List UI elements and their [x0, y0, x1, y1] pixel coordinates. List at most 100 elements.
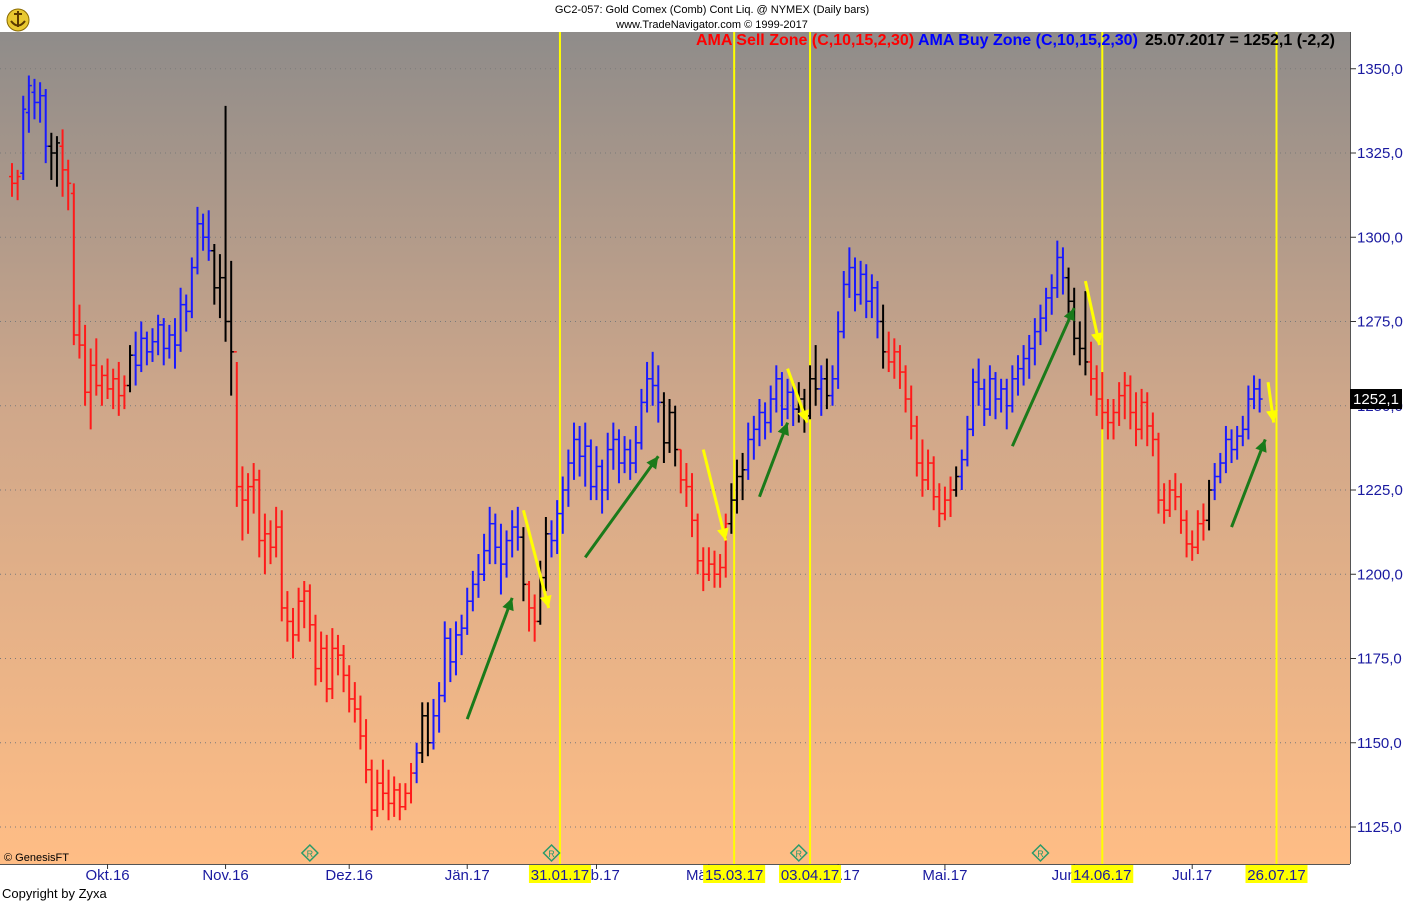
price-bar	[1037, 304, 1044, 346]
price-bar	[970, 368, 977, 437]
price-bar	[396, 783, 403, 821]
price-bar	[919, 439, 926, 497]
price-bar	[177, 287, 184, 352]
price-bar	[413, 742, 420, 784]
price-bar	[1116, 382, 1123, 426]
price-bar	[548, 520, 555, 558]
x-tick-label: Jul.17	[1172, 867, 1212, 884]
price-bar	[318, 631, 325, 683]
price-bar	[464, 587, 471, 635]
price-bar	[683, 463, 690, 507]
price-bar	[503, 530, 510, 578]
rollover-diamond-icon: R	[300, 843, 319, 863]
price-bar	[818, 365, 825, 416]
price-bar	[31, 78, 38, 120]
price-bar	[48, 132, 55, 180]
price-bar	[267, 520, 274, 565]
price-bar	[379, 759, 386, 811]
trend-arrow	[701, 449, 729, 541]
price-bar	[1200, 503, 1207, 541]
price-bar	[87, 348, 94, 430]
price-bar	[323, 634, 330, 703]
price-bar	[1211, 463, 1218, 501]
svg-text:R: R	[796, 849, 803, 859]
price-bar	[419, 702, 426, 763]
price-bar	[666, 399, 673, 453]
price-bar	[14, 169, 21, 201]
price-bar	[571, 422, 577, 480]
price-bar	[1071, 287, 1078, 356]
price-bar	[1003, 378, 1010, 430]
price-bar	[1043, 287, 1050, 332]
price-bar	[1177, 483, 1184, 534]
price-bar	[239, 466, 246, 541]
price-bar	[1009, 365, 1016, 413]
trend-arrow	[786, 368, 809, 424]
ohlc-bars	[9, 75, 1263, 831]
date-marker-label: 26.07.17	[1247, 867, 1305, 884]
y-tick-label: 1125,0	[1357, 819, 1402, 836]
price-bar	[705, 547, 712, 581]
price-bar	[520, 527, 527, 602]
price-bar	[245, 473, 252, 534]
price-bar	[638, 388, 645, 450]
price-bar	[1065, 267, 1072, 322]
price-bar	[565, 449, 572, 507]
date-marker-badge	[528, 865, 591, 883]
price-bar	[1183, 510, 1190, 558]
price-bar	[312, 614, 319, 686]
price-bar	[526, 580, 533, 632]
price-bar	[840, 270, 847, 339]
price-bar	[1048, 274, 1055, 315]
price-bar	[188, 257, 195, 319]
price-bar	[913, 415, 920, 477]
y-tick-label: 1325,0	[1357, 145, 1403, 162]
price-bar	[458, 614, 465, 656]
price-bar	[1239, 415, 1246, 447]
price-bar	[762, 402, 769, 440]
price-bar	[672, 405, 679, 467]
price-bar	[745, 422, 752, 480]
price-bar	[1245, 385, 1252, 440]
y-tick-label: 1350,0	[1357, 61, 1403, 78]
price-bar	[941, 486, 948, 521]
price-bar	[1082, 291, 1089, 376]
price-bar	[790, 382, 797, 426]
price-bar	[20, 95, 27, 180]
price-bar	[205, 210, 212, 261]
trend-arrows	[465, 280, 1278, 720]
price-bar	[1222, 425, 1229, 474]
price-bar	[958, 449, 965, 490]
price-bar	[576, 425, 583, 477]
price-bar	[149, 328, 156, 362]
price-bar	[1149, 412, 1156, 457]
price-bar	[1256, 378, 1263, 413]
date-marker-badge	[1071, 865, 1134, 883]
price-bar	[677, 448, 684, 494]
price-bar	[183, 294, 190, 332]
y-tick-label: 1175,0	[1357, 651, 1402, 668]
price-bar	[863, 264, 870, 319]
x-tick-label: Dez.16	[325, 867, 373, 884]
svg-text:R: R	[548, 849, 555, 859]
date-marker-label: 14.06.17	[1073, 867, 1131, 884]
price-bar	[1217, 452, 1224, 484]
price-bar	[110, 368, 117, 410]
price-bar	[1206, 479, 1213, 531]
y-tick-label: 1200,0	[1357, 566, 1403, 583]
price-bar	[587, 439, 594, 501]
price-bar	[655, 365, 662, 423]
price-bar	[908, 385, 915, 440]
price-bar	[132, 331, 139, 386]
price-bar	[143, 331, 150, 366]
price-bar	[700, 547, 707, 592]
price-bar	[194, 206, 201, 275]
y-tick-label: 1275,0	[1357, 314, 1403, 331]
price-bar	[846, 247, 853, 298]
price-bar	[885, 331, 892, 373]
x-tick-label: Nov.16	[202, 867, 248, 884]
price-bar	[290, 607, 296, 659]
price-bar	[295, 587, 302, 642]
price-bar	[1099, 372, 1106, 430]
